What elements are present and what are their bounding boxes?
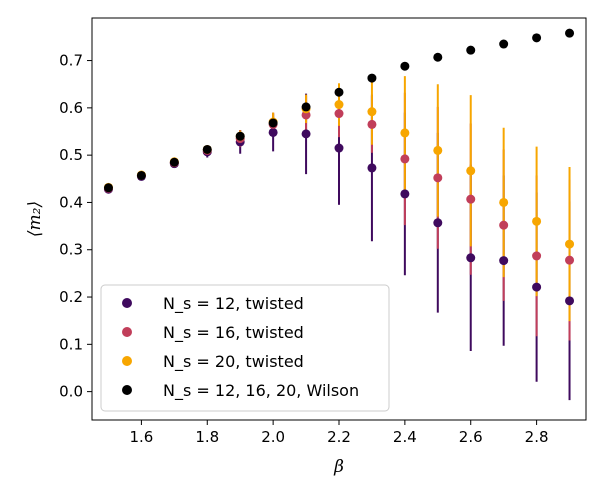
- data-point-series-4: [565, 28, 575, 38]
- data-point-series-4: [334, 87, 344, 97]
- data-point-series-4: [136, 170, 146, 180]
- x-tick-label: 2.6: [459, 428, 483, 446]
- data-point-series-3: [565, 239, 575, 249]
- x-axis-ticks: 1.6 1.8 2.0 2.2 2.4 2.6 2.8: [129, 420, 549, 446]
- x-tick-label: 2.4: [393, 428, 417, 446]
- legend-label-series-2: N_s = 16, twisted: [163, 323, 304, 343]
- data-point-series-1: [301, 129, 311, 139]
- data-point-series-4: [103, 183, 113, 193]
- data-point-series-4: [433, 52, 443, 62]
- data-point-series-3: [334, 100, 344, 110]
- legend-label-series-3: N_s = 20, twisted: [163, 352, 304, 372]
- data-point-series-2: [466, 194, 476, 204]
- data-point-series-2: [301, 110, 311, 120]
- data-points: [103, 28, 575, 306]
- data-point-series-3: [433, 145, 443, 155]
- data-point-series-1: [532, 282, 542, 292]
- data-point-series-4: [202, 144, 212, 154]
- data-point-series-2: [400, 154, 410, 164]
- data-point-series-2: [565, 255, 575, 265]
- legend-marker-series-4: [122, 385, 132, 395]
- legend-marker-series-3: [122, 356, 132, 366]
- data-point-series-2: [367, 119, 377, 129]
- y-tick-label: 0.1: [59, 335, 83, 353]
- data-point-series-2: [532, 251, 542, 261]
- y-tick-label: 0.3: [59, 241, 83, 259]
- data-point-series-1: [499, 256, 509, 266]
- data-point-series-1: [565, 296, 575, 306]
- data-point-series-4: [169, 157, 179, 167]
- data-point-series-1: [466, 253, 476, 263]
- y-tick-label: 0.0: [59, 383, 83, 401]
- x-tick-label: 2.0: [261, 428, 285, 446]
- data-point-series-2: [334, 109, 344, 119]
- data-point-series-1: [334, 143, 344, 153]
- data-point-series-2: [499, 220, 509, 230]
- legend-box: [100, 284, 390, 412]
- legend-marker-series-1: [122, 298, 132, 308]
- data-point-series-4: [532, 33, 542, 43]
- y-tick-label: 0.7: [59, 52, 83, 70]
- data-point-series-1: [433, 218, 443, 228]
- data-point-series-1: [367, 163, 377, 173]
- data-point-series-4: [466, 45, 476, 55]
- x-tick-label: 2.2: [327, 428, 351, 446]
- x-axis-label: β: [333, 457, 344, 477]
- data-point-series-3: [532, 216, 542, 226]
- data-point-series-1: [268, 127, 278, 137]
- x-tick-label: 2.8: [525, 428, 549, 446]
- y-axis-ticks: 0.0 0.1 0.2 0.3 0.4 0.5 0.6 0.7: [59, 52, 92, 401]
- y-tick-label: 0.5: [59, 146, 83, 164]
- data-point-series-4: [367, 73, 377, 83]
- legend-marker-series-2: [122, 327, 132, 337]
- legend-label-series-4: N_s = 12, 16, 20, Wilson: [163, 381, 359, 401]
- data-point-series-4: [499, 39, 509, 49]
- y-tick-label: 0.6: [59, 99, 83, 117]
- y-tick-label: 0.4: [59, 193, 83, 211]
- data-point-series-3: [367, 107, 377, 117]
- x-tick-label: 1.8: [195, 428, 219, 446]
- data-point-series-3: [499, 197, 509, 207]
- x-tick-label: 1.6: [129, 428, 153, 446]
- data-point-series-3: [400, 128, 410, 138]
- legend-label-series-1: N_s = 12, twisted: [163, 294, 304, 314]
- data-point-series-2: [433, 173, 443, 183]
- data-point-series-3: [466, 166, 476, 176]
- data-point-series-4: [301, 102, 311, 112]
- data-point-series-1: [400, 189, 410, 199]
- legend: N_s = 12, twisted N_s = 16, twisted N_s = …: [100, 284, 390, 412]
- data-point-series-4: [235, 131, 245, 141]
- y-tick-label: 0.2: [59, 288, 83, 306]
- y-axis-label: ⟨m₂⟩: [25, 201, 45, 237]
- data-point-series-4: [400, 61, 410, 71]
- data-point-series-4: [268, 118, 278, 128]
